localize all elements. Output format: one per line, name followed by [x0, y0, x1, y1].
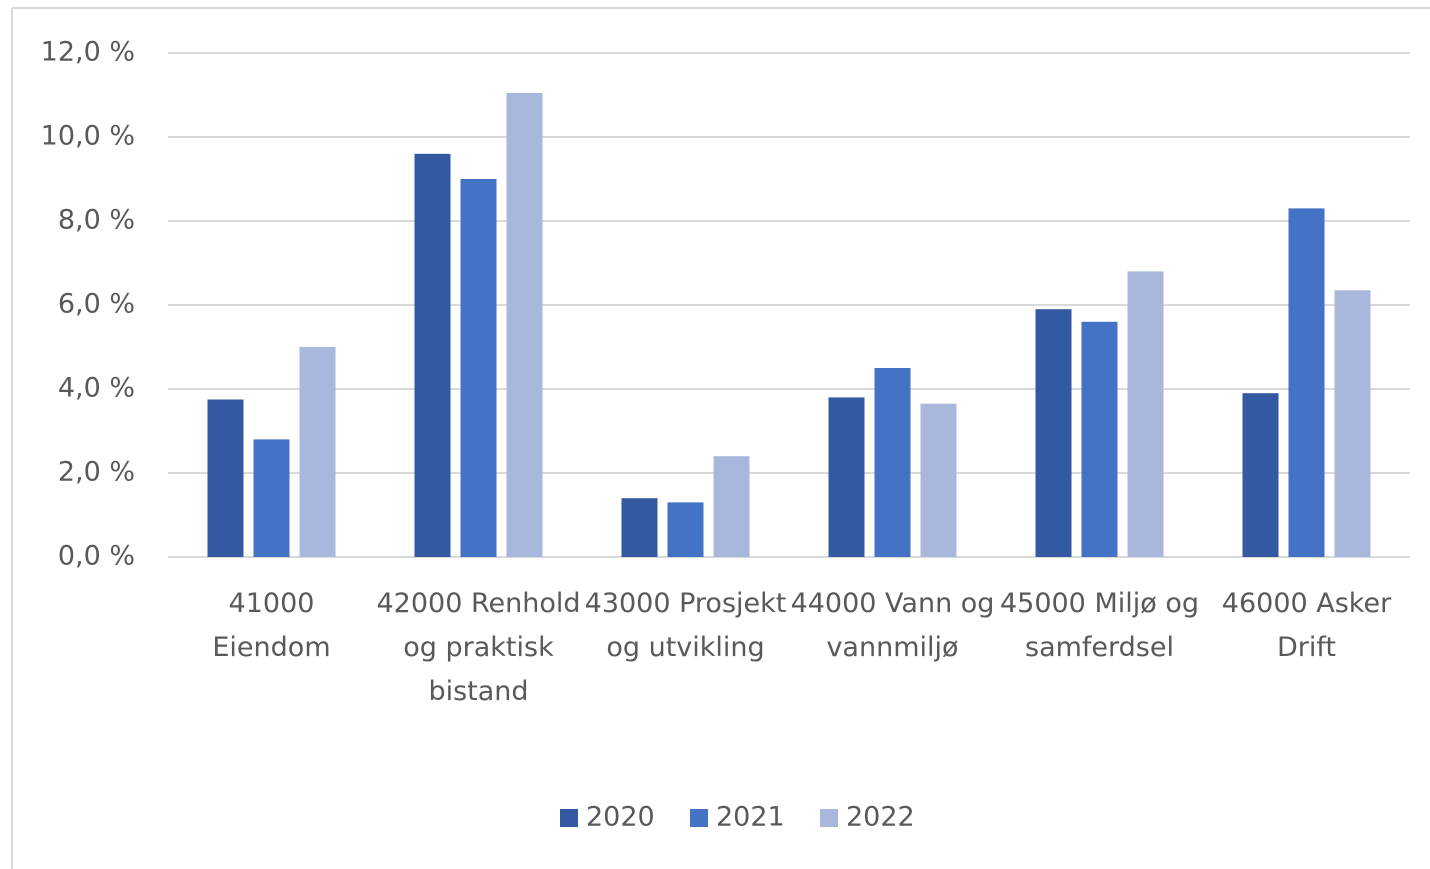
bar — [414, 153, 451, 558]
bar — [460, 179, 497, 557]
bar — [713, 456, 750, 557]
bar — [1035, 309, 1072, 557]
x-tick-label: 46000 Asker Drift — [1221, 588, 1392, 663]
bar — [667, 502, 704, 557]
legend-swatch — [690, 809, 708, 827]
bar — [621, 498, 658, 557]
x-tick-label: 45000 Miljø og samferdsel — [999, 588, 1200, 663]
legend-label: 2021 — [716, 802, 785, 833]
legend-label: 2022 — [846, 802, 915, 833]
y-tick-label: 0,0 % — [58, 541, 135, 572]
x-tick-label: 42000 Renhold og praktisk bistand — [376, 588, 581, 707]
bar — [828, 397, 865, 557]
bar — [1288, 208, 1325, 557]
bar — [920, 403, 957, 557]
bar — [1334, 290, 1371, 557]
bar — [874, 368, 911, 557]
x-tick-label: 44000 Vann og vannmiljø — [790, 588, 995, 663]
bar — [1081, 321, 1118, 557]
x-tick-label: 41000 Eiendom — [212, 588, 331, 663]
bar — [1127, 271, 1164, 557]
bar — [506, 92, 543, 558]
bar — [207, 399, 244, 557]
x-tick-label: 43000 Prosjekt og utvikling — [584, 588, 787, 663]
legend-swatch — [820, 809, 838, 827]
y-tick-label: 12,0 % — [41, 37, 135, 68]
legend-swatch — [560, 809, 578, 827]
bar — [253, 439, 290, 557]
legend-label: 2020 — [586, 802, 655, 833]
y-tick-label: 8,0 % — [58, 205, 135, 236]
y-tick-label: 2,0 % — [58, 457, 135, 488]
y-tick-label: 6,0 % — [58, 289, 135, 320]
bar — [299, 347, 336, 557]
y-tick-label: 4,0 % — [58, 373, 135, 404]
bar — [1242, 393, 1279, 557]
y-tick-label: 10,0 % — [41, 121, 135, 152]
